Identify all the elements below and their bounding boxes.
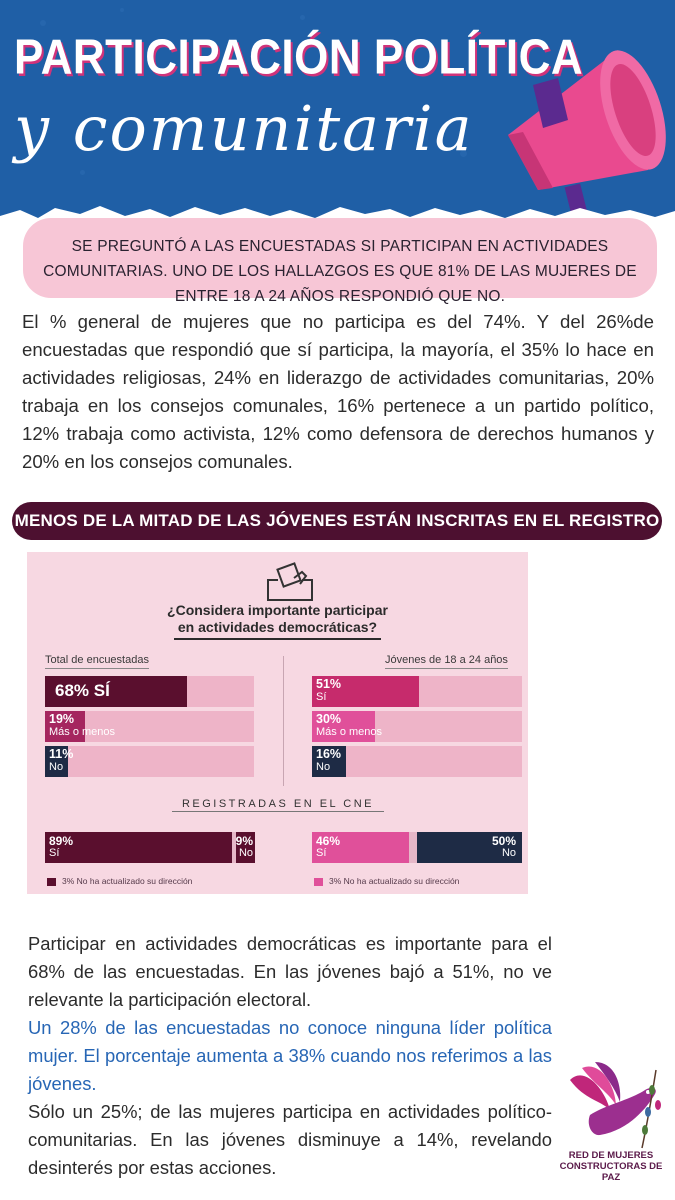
note-total-swatch [47,877,56,886]
reg-young-no-fill [417,832,522,863]
note-total: 3% No ha actualizado su dirección [47,876,192,886]
bar-total-maybe-pct: 19% [49,712,75,726]
page-subtitle: y comunitaria [14,92,474,165]
bar-total-no-pct: 11% [49,747,74,761]
participation-paragraph: El % general de mujeres que no participa… [22,311,654,472]
bar-young-yes-pct: 51% [316,677,342,691]
chart-question-line2: en actividades democráticas? [173,619,382,640]
reg-young-yes-sub: Sí [316,847,327,859]
bar-young-maybe-pct: 30% [316,712,342,726]
reg-young-no-sub: No [501,847,516,859]
registered-title: REGISTRADAS EN EL CNE [172,798,384,812]
reg-young-yes-pct: 46% [316,834,341,848]
bar-young-yes: 51% Sí [312,676,522,707]
reg-total-yes-sub: Sí [49,847,60,859]
bar-young-no: 16% No [312,746,522,777]
reg-total-yes-label: 89% Sí [49,835,73,859]
reg-total-yes-pct: 89% [49,834,74,848]
group-divider [283,656,284,786]
bar-total-maybe-fill [45,711,85,742]
conclusion-p1: Participar en actividades democráticas e… [28,933,552,1010]
bar-total-yes-fill [45,676,188,707]
reg-young-no-label: 50% No [492,835,516,859]
intro-text: SE PREGUNTÓ A LAS ENCUESTADAS SI PARTICI… [43,238,637,305]
reg-total-yes-fill [45,832,232,863]
bar-total-yes-label: 68% SÍ [55,681,110,700]
conclusions-text: Participar en actividades democráticas e… [28,930,552,1182]
group-label-total: Total de encuestadas [45,654,149,669]
reg-young-yes-label: 46% Sí [316,835,340,859]
bar-total-maybe-sub: Más o menos [49,726,116,738]
reg-total-no-pct: 9% [235,834,253,848]
reg-total-no-label: 9% No [236,835,253,859]
reg-young-no-pct: 50% [491,834,516,848]
dove-icon [570,1062,661,1149]
reg-total-no-sub: No [238,847,253,859]
cne-banner: MENOS DE LA MITAD DE LAS JÓVENES ESTÁN I… [12,502,662,568]
bar-young-yes-label: 51% Sí [316,678,341,704]
note-young-text: 3% No ha actualizado su dirección [329,876,460,886]
chart-panel: ¿Considera importante participar en acti… [27,552,528,894]
group-label-young: Jóvenes de 18 a 24 años [385,654,508,669]
bar-young-no-sub: No [316,761,331,773]
bar-young-maybe: 30% Más o menos [312,711,522,742]
bar-total-maybe-label: 19% Más o menos [49,713,115,739]
reg-young-yes-fill [312,832,409,863]
reg-total-bar: 89% Sí 9% No [45,832,255,863]
reg-total-no-fill [236,832,255,863]
bar-young-maybe-fill [312,711,375,742]
bar-young-maybe-label: 30% Más o menos [316,713,382,739]
chart-question-line1: ¿Considera importante participar [167,602,388,618]
conclusion-p3: Sólo un 25%; de las mujeres participa en… [28,1101,552,1178]
note-total-text: 3% No ha actualizado su dirección [62,876,193,886]
bar-total-no-sub: No [49,761,64,773]
ballot-box-icon [267,562,313,601]
logo-line1: RED DE MUJERES [568,1150,654,1161]
bar-young-yes-fill [312,676,420,707]
reg-young-bar: 46% Sí 50% No [312,832,522,863]
bar-total-maybe: 19% Más o menos [45,711,254,742]
bar-young-no-pct: 16% [316,747,342,761]
megaphone-icon [508,50,666,217]
page-title: PARTICIPACIÓN POLÍTICA [14,30,584,85]
note-young: 3% No ha actualizado su dirección [314,876,459,886]
chart-question: ¿Considera importante participar en acti… [27,602,528,640]
logo-text: RED DE MUJERES CONSTRUCTORAS DE PAZ [552,1150,670,1183]
bar-total-yes: 68% SÍ [45,676,254,707]
conclusion-p2: Un 28% de las encuestadas no conoce ning… [28,1017,552,1094]
bar-young-yes-sub: Sí [316,691,327,703]
header-band: PARTICIPACIÓN POLÍTICA y comunitaria [0,0,675,240]
bar-young-no-label: 16% No [316,748,341,774]
note-young-swatch [314,877,323,886]
intro-callout: SE PREGUNTÓ A LAS ENCUESTADAS SI PARTICI… [23,218,657,305]
bar-young-maybe-sub: Más o menos [316,726,383,738]
bar-young-no-fill [312,746,346,777]
bar-total-no: 11% No [45,746,254,777]
bar-total-no-label: 11% No [49,748,73,774]
bar-total-no-fill [45,746,68,777]
logo-line2: CONSTRUCTORAS DE PAZ [559,1161,663,1183]
